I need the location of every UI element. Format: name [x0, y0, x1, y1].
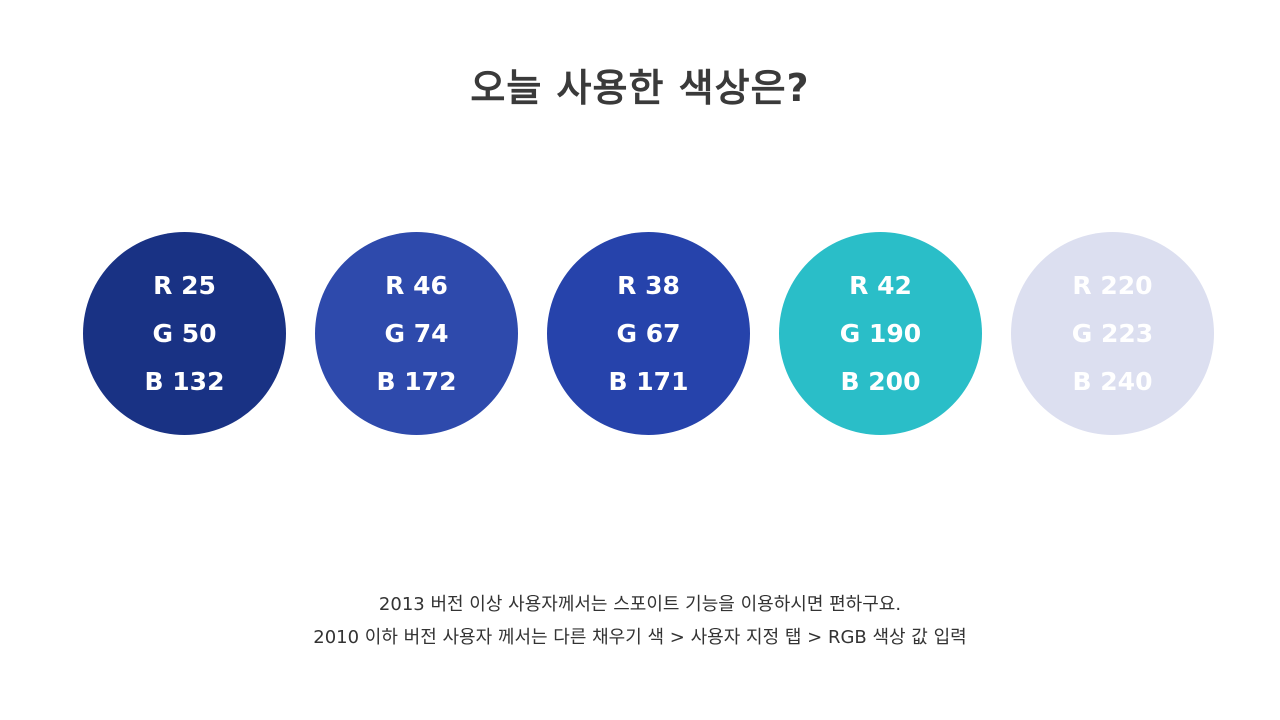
swatch-red-value: R 25: [153, 270, 216, 300]
swatch-green-value: G 67: [616, 318, 681, 348]
swatch-red-value: R 42: [849, 270, 912, 300]
note-line-1: 2013 버전 이상 사용자께서는 스포이트 기능을 이용하시면 편하구요.: [378, 594, 902, 615]
color-swatch-4: R 42 G 190 B 200: [779, 232, 982, 435]
swatch-green-value: G 223: [1071, 318, 1154, 348]
color-swatch-2: R 46 G 74 B 172: [315, 232, 518, 435]
instruction-notes: 2013 버전 이상 사용자께서는 스포이트 기능을 이용하시면 편하구요. 2…: [0, 588, 1280, 654]
swatch-blue-value: B 240: [1072, 366, 1153, 396]
swatch-green-value: G 50: [152, 318, 217, 348]
note-line-2: 2010 이하 버전 사용자 께서는 다른 채우기 색 > 사용자 지정 탭 >…: [313, 627, 967, 648]
swatch-blue-value: B 200: [840, 366, 921, 396]
page-title: 오늘 사용한 색상은?: [470, 66, 810, 110]
color-swatch-row: R 25 G 50 B 132 R 46 G 74 B 172 R 38 G 6…: [0, 232, 1280, 436]
swatch-blue-value: B 132: [144, 366, 225, 396]
swatch-green-value: G 74: [384, 318, 449, 348]
swatch-red-value: R 220: [1072, 270, 1153, 300]
swatch-red-value: R 38: [617, 270, 680, 300]
swatch-green-value: G 190: [839, 318, 922, 348]
swatch-red-value: R 46: [385, 270, 448, 300]
color-swatch-5: R 220 G 223 B 240: [1011, 232, 1214, 435]
swatch-blue-value: B 172: [376, 366, 457, 396]
swatch-blue-value: B 171: [608, 366, 689, 396]
color-swatch-3: R 38 G 67 B 171: [547, 232, 750, 435]
color-swatch-1: R 25 G 50 B 132: [83, 232, 286, 435]
